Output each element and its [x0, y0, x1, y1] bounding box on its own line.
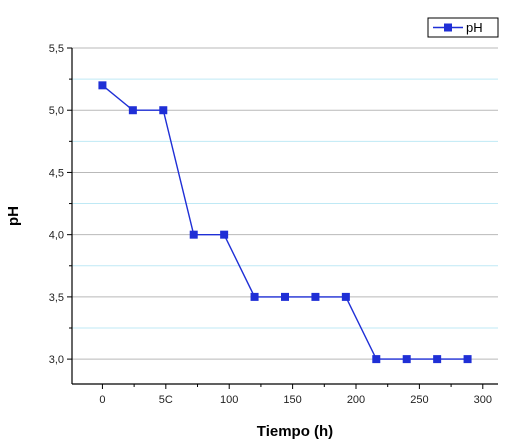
data-point-ph [159, 106, 168, 115]
y-tick-label: 5,0 [49, 105, 64, 117]
data-point-ph [463, 355, 472, 364]
legend-label: pH [466, 20, 483, 35]
data-point-ph [189, 230, 198, 239]
axes-layer [71, 48, 498, 385]
x-tick-label: 5C [159, 394, 173, 406]
data-point-ph [433, 355, 442, 364]
data-point-ph [281, 292, 289, 301]
x-tick-label: 150 [283, 394, 301, 406]
data-point-ph [250, 292, 259, 301]
ticks-layer: 0 5C 100 150 200 250 300 3,0 3,5 4,0 4,5 5,0 5,5 [49, 43, 492, 406]
data-point-ph [98, 81, 107, 90]
series-layer [98, 81, 472, 364]
y-axis-title: pH [5, 206, 22, 226]
x-tick-label: 100 [220, 394, 238, 406]
data-point-ph [220, 230, 229, 239]
data-point-ph [372, 355, 381, 364]
y-tick-label: 4,0 [49, 230, 64, 242]
x-tick-label: 250 [410, 394, 428, 406]
data-point-ph [128, 106, 137, 115]
x-tick-label: 200 [347, 394, 365, 406]
series-line-ph [101, 84, 468, 360]
grid-layer [72, 47, 498, 360]
y-tick-label: 3,0 [49, 354, 64, 366]
x-axis-title: Tiempo (h) [257, 423, 333, 439]
x-tick-label: 0 [99, 394, 105, 406]
y-tick-label: 5,5 [49, 43, 64, 55]
data-point-ph [311, 292, 320, 301]
data-point-ph [402, 355, 411, 364]
legend-marker-swatch [444, 23, 452, 32]
data-point-ph [341, 292, 350, 301]
legend: pH [427, 17, 499, 38]
y-tick-label: 4,5 [49, 167, 64, 179]
y-tick-label: 3,5 [49, 292, 64, 304]
x-tick-label: 300 [474, 394, 492, 406]
